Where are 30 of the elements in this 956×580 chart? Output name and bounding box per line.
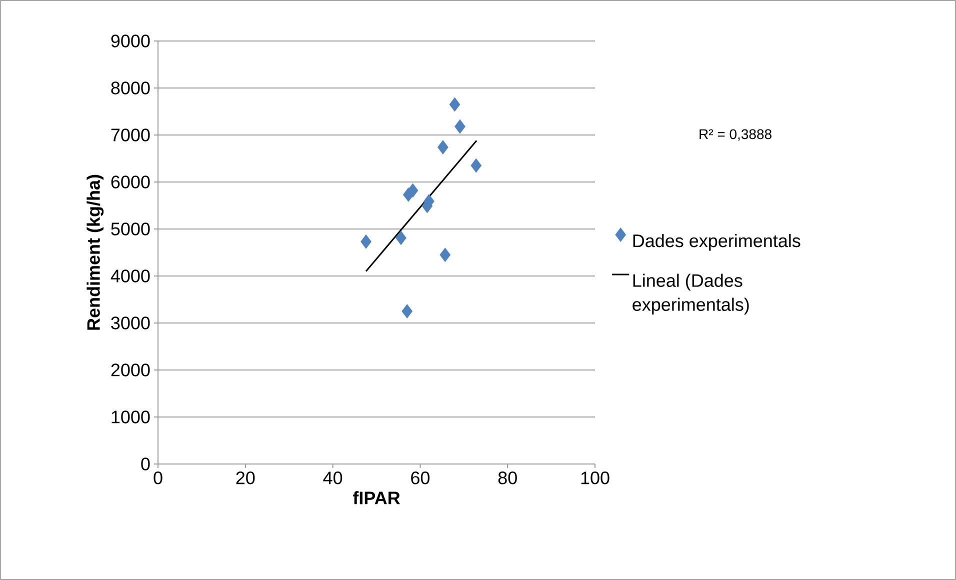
point [402, 304, 413, 318]
point [454, 119, 466, 134]
legend-label: Lineal (Dades experimentals) [632, 274, 749, 315]
y-tick-label: 4000 [110, 270, 150, 282]
x-tick-label: 100 [581, 472, 610, 484]
y-tick-label: 5000 [111, 222, 150, 236]
x-tick-label: 20 [236, 472, 255, 484]
point [437, 140, 448, 154]
x-tick-label: 80 [498, 472, 517, 484]
y-tick-label: 7000 [111, 128, 150, 142]
x-tick-label: 60 [411, 472, 430, 484]
point [407, 183, 418, 198]
y-tick-label: 9000 [111, 34, 150, 48]
x-axis-title: fIPAR [352, 491, 400, 504]
point [440, 248, 451, 262]
y-tick-label: 3000 [111, 316, 150, 330]
x-tick-label: 0 [154, 472, 162, 484]
point [470, 158, 482, 173]
point [449, 97, 460, 112]
y-tick-label: 1000 [112, 410, 150, 424]
y-axis-title: Rendiment (kg/ha) [86, 174, 104, 330]
y-tick-label: 8000 [111, 82, 150, 94]
y-tick-label: 6000 [111, 176, 150, 188]
point [360, 234, 372, 249]
x-tick-label: 40 [323, 472, 342, 484]
point [396, 230, 406, 246]
legend-label: Dades experimentals [633, 234, 800, 251]
y-tick-label: 0 [141, 458, 150, 470]
y-tick-label: 2000 [111, 364, 150, 376]
text: R² = 0,3888 [700, 129, 772, 141]
